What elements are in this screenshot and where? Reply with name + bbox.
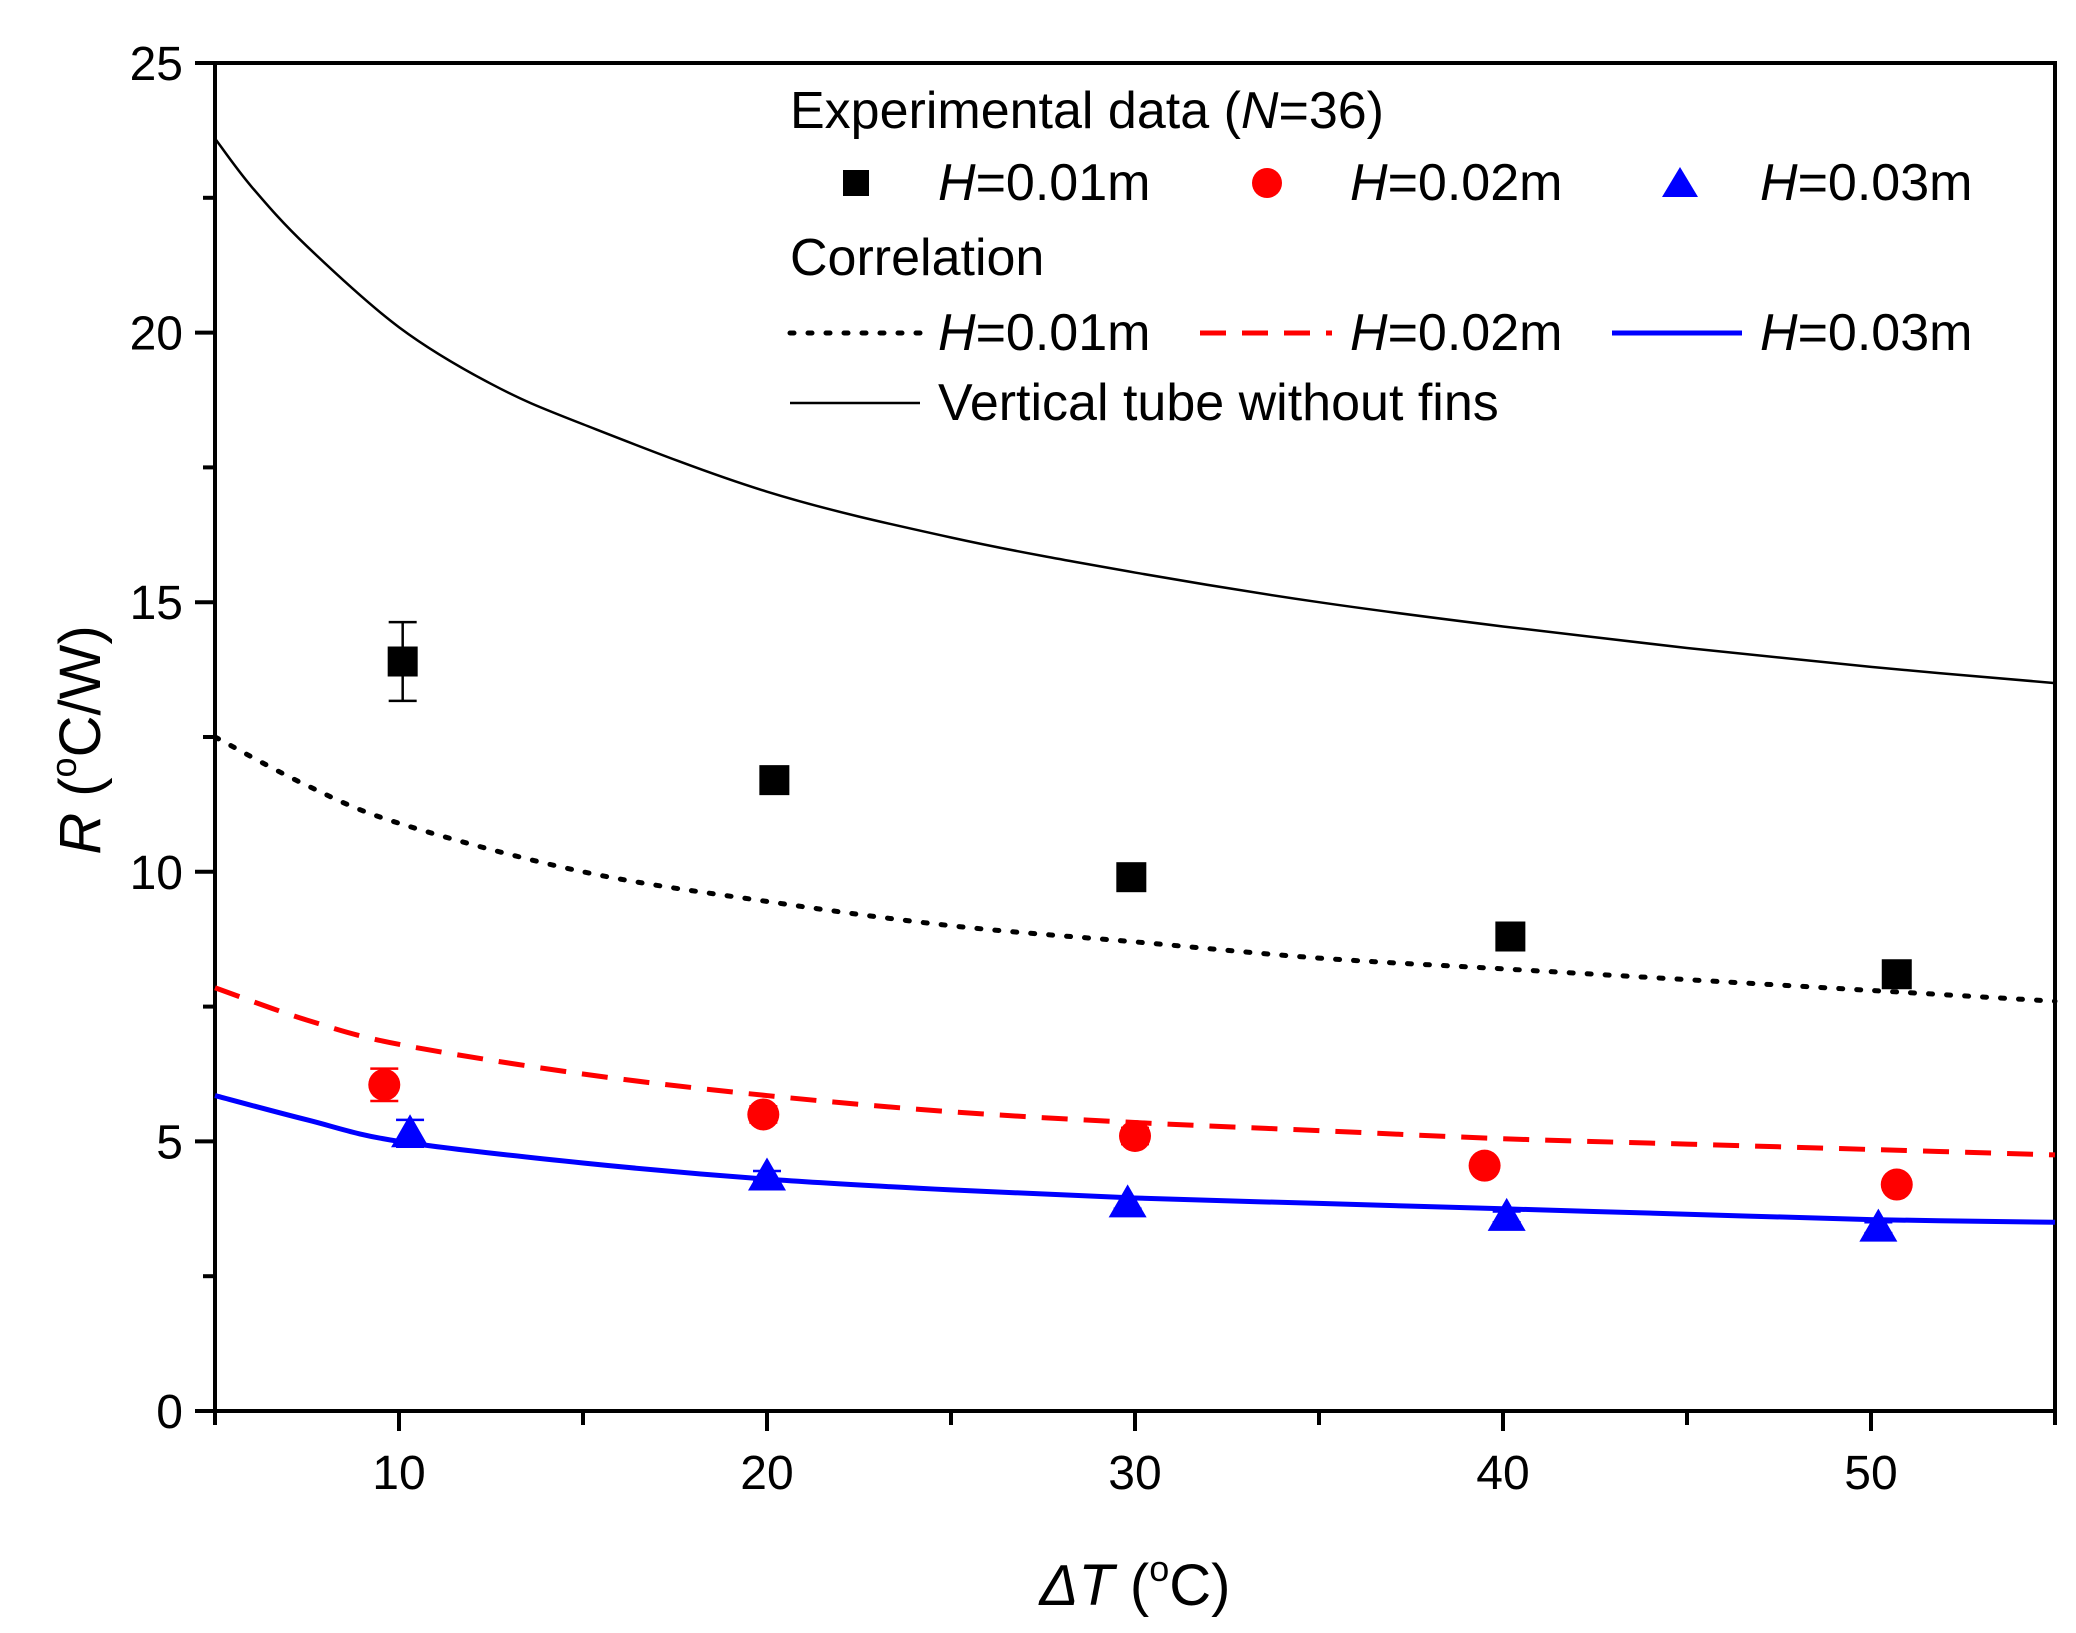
data-point (1495, 921, 1526, 952)
series-line (212, 734, 2058, 1004)
data-point (1881, 959, 1912, 990)
data-point (748, 1157, 786, 1191)
data-point (1116, 862, 1147, 893)
data-point (387, 646, 418, 677)
legend-exp-h003: H=0.03m (1760, 154, 1972, 212)
legend-marker-square (843, 170, 869, 196)
legend-marker-triangle (1662, 167, 1698, 197)
legend-corr-h002: H=0.02m (1350, 304, 1562, 362)
y-tick-label: 20 (130, 308, 183, 361)
data-point (391, 1114, 430, 1148)
x-tick-label: 50 (1844, 1447, 1897, 1500)
data-point (1468, 1149, 1501, 1182)
legend-experimental-heading: Experimental data (N=36) (790, 82, 1384, 140)
legend-exp-h001: H=0.01m (938, 154, 1150, 212)
data-point (1119, 1120, 1151, 1153)
legend-corr-h003: H=0.03m (1760, 304, 1972, 362)
y-tick-label: 5 (156, 1116, 183, 1169)
legend-corr-h001: H=0.01m (938, 304, 1150, 362)
correlation-lines (212, 137, 2058, 1225)
data-point (1859, 1208, 1898, 1242)
y-tick-label: 15 (130, 577, 183, 630)
x-tick-label: 30 (1108, 1447, 1161, 1500)
data-point (1108, 1184, 1147, 1218)
legend-marker-circle (1252, 168, 1282, 198)
legend-exp-h002: H=0.02m (1350, 154, 1562, 212)
axis-ticks: 10 20 30 40 50 0 5 10 15 20 25 (130, 38, 2057, 1500)
data-point (1487, 1197, 1526, 1231)
legend: Experimental data (N=36) H=0.01m H=0.02m… (787, 82, 1972, 432)
legend-no-fins: Vertical tube without fins (938, 374, 1499, 432)
y-axis-title: R(oC/W) (43, 625, 113, 854)
x-tick-label: 20 (740, 1447, 793, 1500)
legend-correlation-heading: Correlation (790, 229, 1044, 287)
x-axis-title: ΔT (oC) (1038, 1548, 1231, 1618)
y-tick-label: 10 (130, 847, 183, 900)
series-line (214, 985, 2056, 1158)
y-tick-label: 0 (156, 1386, 183, 1439)
data-point (759, 765, 790, 796)
y-tick-label: 25 (130, 38, 183, 91)
series-line (214, 1093, 2056, 1225)
data-point (1880, 1168, 1913, 1201)
experimental-points (368, 620, 1913, 1242)
data-point (368, 1068, 401, 1101)
data-point (747, 1098, 780, 1131)
series-line (214, 137, 2056, 685)
x-tick-label: 10 (372, 1447, 425, 1500)
x-tick-label: 40 (1476, 1447, 1529, 1500)
